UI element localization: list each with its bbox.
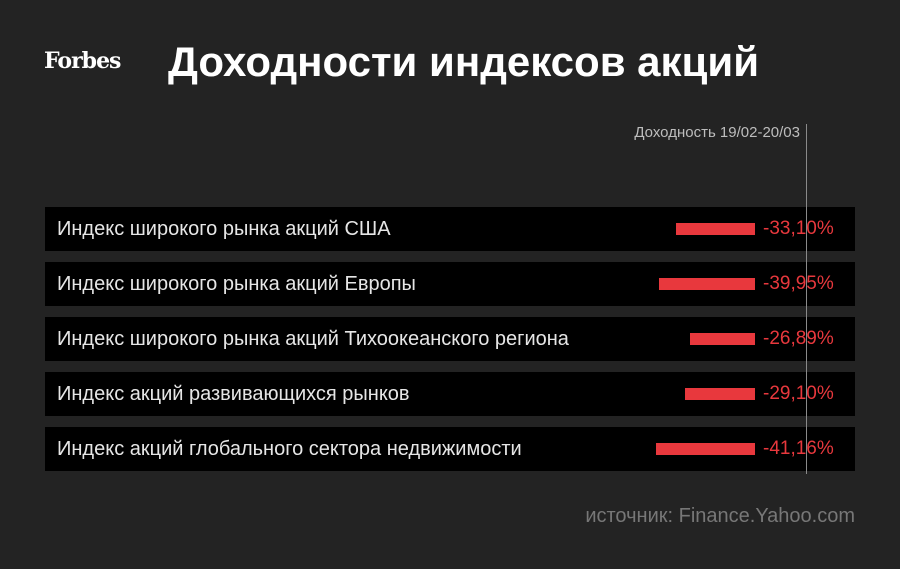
bar [659, 278, 755, 290]
value-label: -33,10% [763, 218, 834, 239]
value-label: -41,16% [763, 438, 834, 459]
chart-title: Доходности индексов акций [168, 38, 760, 85]
category-label: Индекс широкого рынка акций США [57, 218, 391, 240]
zero-axis-line [806, 124, 807, 474]
bar-row: Индекс акций развивающихся рынков -29,10% [45, 372, 855, 416]
bar [690, 333, 755, 345]
category-label: Индекс широкого рынка акций Европы [57, 273, 416, 295]
forbes-logo: Forbes [44, 48, 121, 74]
bar-rows: Индекс широкого рынка акций США -33,10% Ин… [45, 207, 855, 482]
column-header: Доходность 19/02-20/03 [634, 124, 800, 141]
bar-row: Индекс широкого рынка акций США -33,10% [45, 207, 855, 251]
source-note: источник: Finance.Yahoo.com [585, 505, 855, 527]
category-label: Индекс акций развивающихся рынков [57, 383, 410, 405]
value-label: -39,95% [763, 273, 834, 294]
category-label: Индекс широкого рынка акций Тихоокеанско… [57, 328, 569, 350]
value-label: -26,89% [763, 328, 834, 349]
bar [656, 443, 755, 455]
bar [685, 388, 755, 400]
value-label: -29,10% [763, 383, 834, 404]
bar-row: Индекс широкого рынка акций Европы -39,95… [45, 262, 855, 306]
bar-row: Индекс акций глобального сектора недвижи… [45, 427, 855, 471]
bar [675, 223, 755, 235]
category-label: Индекс акций глобального сектора недвижи… [57, 438, 522, 460]
bar-row: Индекс широкого рынка акций Тихоокеанско… [45, 317, 855, 361]
